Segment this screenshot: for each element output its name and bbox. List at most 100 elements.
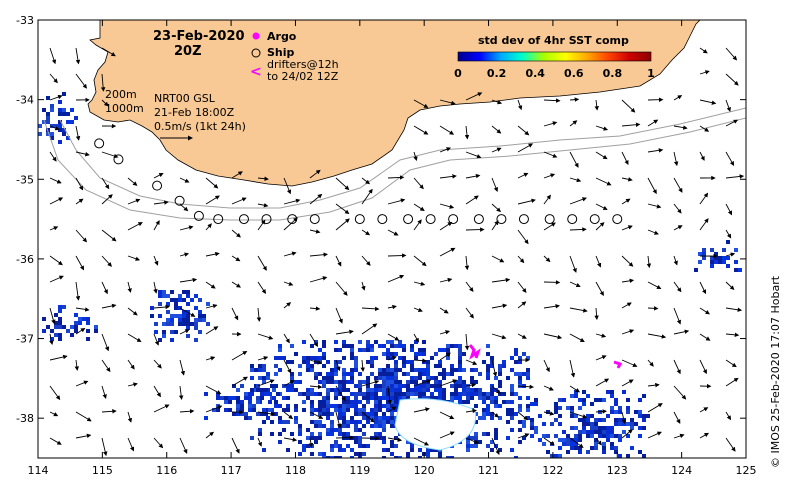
sst-pixel (278, 420, 282, 424)
sst-pixel (494, 404, 498, 408)
sst-pixel (298, 392, 302, 396)
sst-pixel (162, 294, 166, 298)
current-vector (647, 281, 662, 289)
current-vector (413, 281, 426, 286)
sst-pixel (362, 396, 366, 400)
current-vector (699, 218, 709, 231)
sst-pixel (398, 392, 402, 396)
sst-pixel (466, 440, 470, 444)
current-vector (49, 333, 54, 346)
sst-pixel (566, 450, 570, 454)
sst-pixel (486, 396, 490, 400)
current-vector (153, 404, 170, 413)
sst-pixel (350, 416, 354, 420)
sst-pixel (330, 412, 334, 416)
sst-pixel (298, 440, 302, 444)
sst-pixel (50, 136, 54, 140)
current-vector (595, 151, 608, 160)
sst-pixel (418, 372, 422, 376)
current-vector (205, 223, 212, 231)
sst-pixel (562, 442, 566, 446)
sst-pixel (318, 392, 322, 396)
sst-pixel (362, 380, 366, 384)
sst-pixel (260, 412, 264, 416)
current-vector (309, 229, 321, 234)
ship-position-marker (213, 214, 224, 225)
current-vector (699, 307, 710, 315)
sst-pixel (522, 352, 526, 356)
current-vector (49, 275, 64, 283)
sst-pixel (362, 348, 366, 352)
sst-pixel (278, 368, 282, 372)
sst-pixel (398, 384, 402, 388)
sst-pixel (402, 344, 406, 348)
current-vector (387, 385, 392, 405)
sst-pixel (342, 412, 346, 416)
sst-pixel (322, 456, 326, 458)
ship-position-marker (496, 214, 507, 225)
sst-pixel (570, 426, 574, 430)
current-vector (439, 203, 455, 209)
sst-pixel (558, 398, 562, 402)
sst-pixel (610, 430, 614, 434)
sst-pixel (710, 256, 714, 260)
sst-pixel (322, 452, 326, 456)
sst-pixel (394, 456, 398, 458)
sst-pixel (342, 368, 346, 372)
sst-pixel (362, 444, 366, 448)
current-vector (361, 229, 371, 236)
sst-pixel (178, 298, 182, 302)
sst-pixel (378, 368, 382, 372)
current-vector (205, 251, 220, 257)
sst-pixel (630, 422, 634, 426)
sst-pixel (734, 248, 738, 252)
sst-pixel (458, 348, 462, 352)
sst-pixel (334, 360, 338, 364)
sst-pixel (366, 384, 370, 388)
sst-pixel (58, 321, 62, 325)
sst-pixel (58, 112, 62, 116)
sst-pixel (294, 404, 298, 408)
sst-pixel (574, 434, 578, 438)
current-vector (465, 307, 474, 319)
current-vector (491, 125, 502, 134)
sst-pixel (722, 248, 726, 252)
sst-pixel (578, 446, 582, 450)
sst-pixel (414, 356, 418, 360)
sst-pixel (94, 325, 98, 329)
sst-pixel (310, 400, 314, 404)
sst-pixel (370, 388, 374, 392)
sst-pixel (370, 424, 374, 428)
sst-pixel (398, 396, 402, 400)
current-vector (335, 218, 350, 231)
current-vector (179, 437, 188, 454)
sst-pixel (390, 384, 394, 388)
current-vector (725, 252, 736, 257)
sst-pixel (298, 452, 302, 456)
sst-pixel (286, 396, 290, 400)
sst-pixel (490, 400, 494, 404)
sst-pixel (248, 408, 252, 412)
sst-pixel (422, 384, 426, 388)
axis-ticks (37, 19, 747, 458)
sst-pixel (346, 388, 350, 392)
sst-pixel (310, 368, 314, 372)
sst-pixel (58, 309, 62, 313)
sst-pixel (450, 396, 454, 400)
sst-pixel (362, 408, 366, 412)
sst-pixel (66, 136, 70, 140)
sst-pixel (342, 384, 346, 388)
sst-pixel (566, 442, 570, 446)
sst-pixel (272, 396, 276, 400)
current-vector (439, 411, 455, 420)
current-vector (101, 385, 107, 399)
sst-pixel (334, 372, 338, 376)
sst-pixel (466, 448, 470, 452)
sst-pixel (228, 396, 232, 400)
sst-pixel (502, 400, 506, 404)
current-vector (205, 303, 218, 309)
sst-pixel (358, 380, 362, 384)
sst-pixel (318, 380, 322, 384)
current-vector (231, 307, 239, 321)
sst-pixel (382, 412, 386, 416)
